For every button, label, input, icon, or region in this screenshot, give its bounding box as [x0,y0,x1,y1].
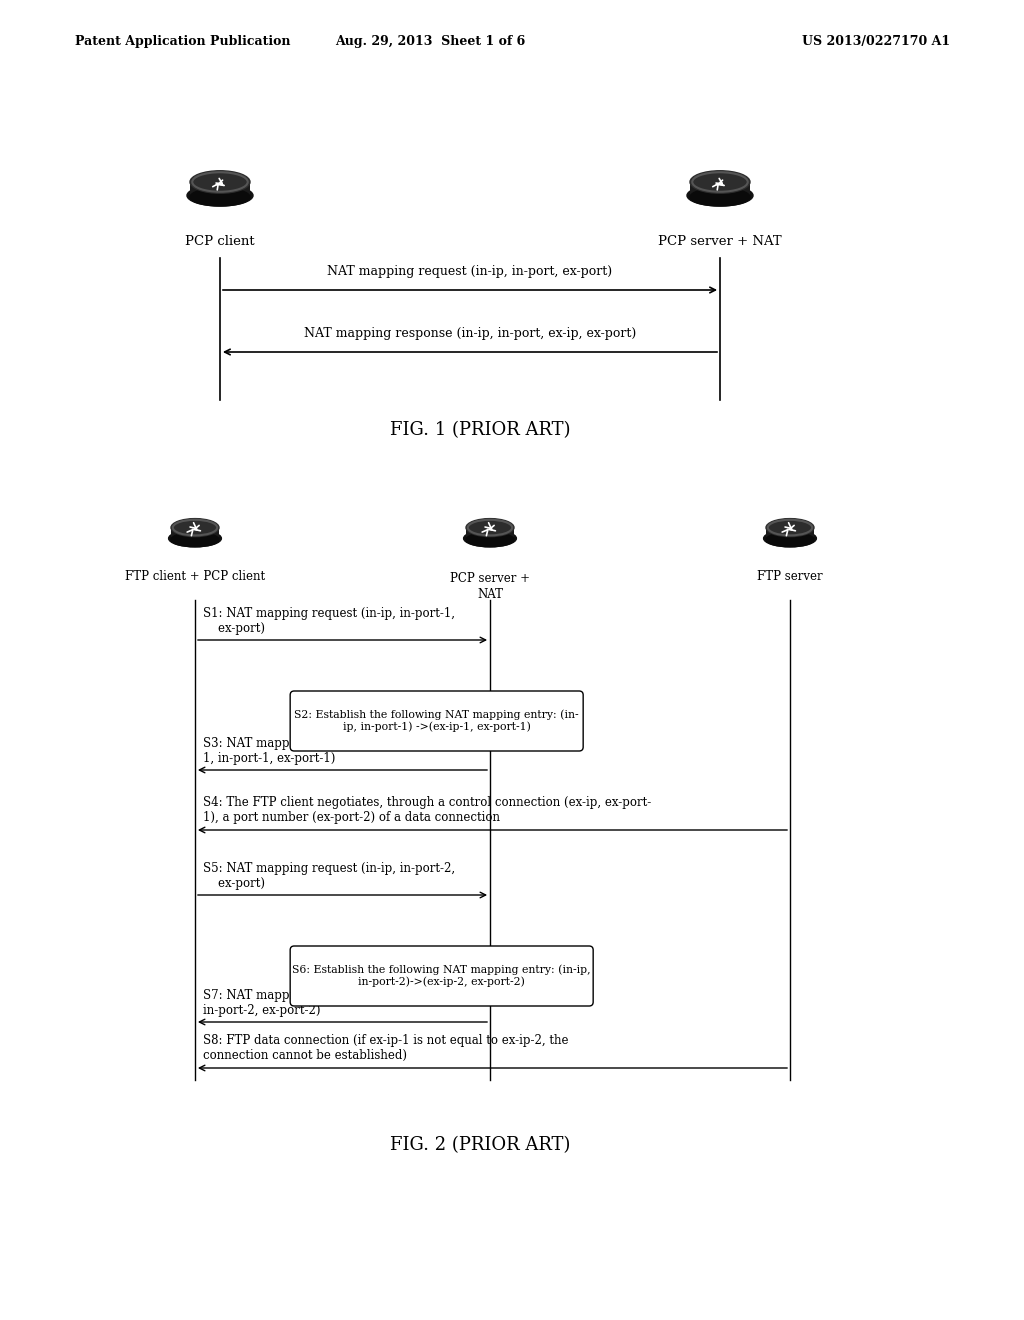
Text: FTP client + PCP client: FTP client + PCP client [125,570,265,583]
Text: S5: NAT mapping request (in-ip, in-port-2,
    ex-port): S5: NAT mapping request (in-ip, in-port-… [203,862,455,890]
Text: FIG. 2 (PRIOR ART): FIG. 2 (PRIOR ART) [390,1137,570,1154]
Ellipse shape [466,532,514,546]
FancyBboxPatch shape [290,690,583,751]
FancyBboxPatch shape [466,528,514,540]
FancyBboxPatch shape [766,528,814,540]
Text: PCP client: PCP client [185,235,255,248]
Ellipse shape [190,170,250,193]
Text: NAT mapping request (in-ip, in-port, ex-port): NAT mapping request (in-ip, in-port, ex-… [328,265,612,279]
Ellipse shape [171,532,219,546]
Ellipse shape [764,531,816,546]
Text: S8: FTP data connection (if ex-ip-1 is not equal to ex-ip-2, the
connection cann: S8: FTP data connection (if ex-ip-1 is n… [203,1034,568,1063]
Text: PCP server +
NAT: PCP server + NAT [450,572,530,601]
Text: S2: Establish the following NAT mapping entry: (in-
ip, in-port-1) ->(ex-ip-1, e: S2: Establish the following NAT mapping … [294,710,579,733]
Ellipse shape [169,531,221,546]
Ellipse shape [690,187,750,206]
Ellipse shape [190,187,250,206]
Text: S7: NAT mapping response (in-ip, ex-ip-2,
in-port-2, ex-port-2): S7: NAT mapping response (in-ip, ex-ip-2… [203,989,453,1016]
Ellipse shape [690,170,750,193]
FancyBboxPatch shape [190,182,250,197]
Text: PCP server + NAT: PCP server + NAT [658,235,781,248]
Text: S6: Establish the following NAT mapping entry: (in-ip,
in-port-2)->(ex-ip-2, ex-: S6: Establish the following NAT mapping … [293,965,591,987]
Text: FIG. 1 (PRIOR ART): FIG. 1 (PRIOR ART) [390,421,570,440]
FancyBboxPatch shape [290,946,593,1006]
FancyBboxPatch shape [690,182,750,197]
Text: S1: NAT mapping request (in-ip, in-port-1,
    ex-port): S1: NAT mapping request (in-ip, in-port-… [203,607,455,635]
Ellipse shape [466,519,514,537]
Text: Patent Application Publication: Patent Application Publication [75,36,291,49]
Ellipse shape [766,519,814,537]
Text: NAT mapping response (in-ip, in-port, ex-ip, ex-port): NAT mapping response (in-ip, in-port, ex… [304,327,636,341]
Ellipse shape [464,531,516,546]
Ellipse shape [766,532,814,546]
Ellipse shape [687,185,753,206]
Ellipse shape [187,185,253,206]
Text: S3: NAT mapping response (in-ip, ex-ip-
1, in-port-1, ex-port-1): S3: NAT mapping response (in-ip, ex-ip- … [203,737,441,766]
Text: US 2013/0227170 A1: US 2013/0227170 A1 [802,36,950,49]
Text: S4: The FTP client negotiates, through a control connection (ex-ip, ex-port-
1),: S4: The FTP client negotiates, through a… [203,796,651,824]
Text: FTP server: FTP server [757,570,823,583]
Ellipse shape [171,519,219,537]
FancyBboxPatch shape [171,528,219,540]
Text: Aug. 29, 2013  Sheet 1 of 6: Aug. 29, 2013 Sheet 1 of 6 [335,36,525,49]
